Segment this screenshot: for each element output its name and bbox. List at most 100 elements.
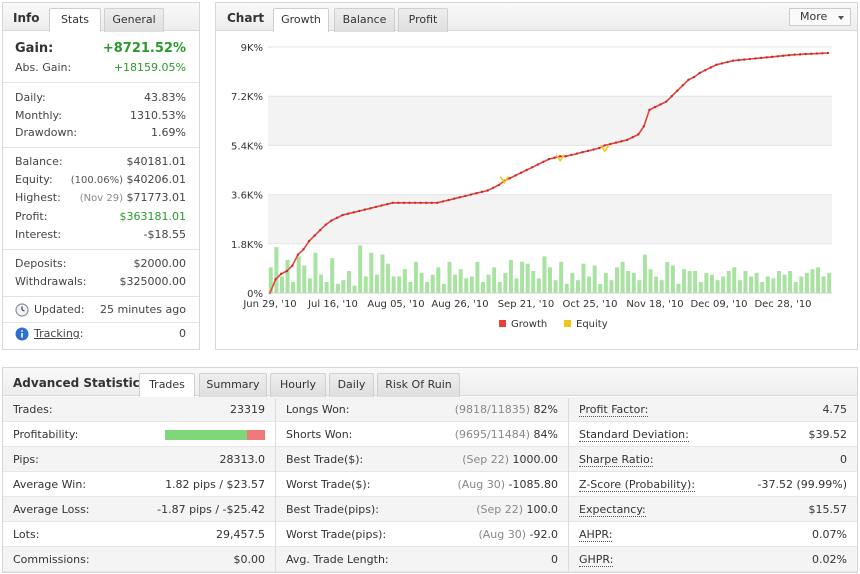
tracking-label[interactable]: Tracking bbox=[34, 327, 80, 340]
tab-general[interactable]: General bbox=[104, 8, 164, 32]
stat-label: Best Trade($): bbox=[286, 453, 364, 466]
stat-label[interactable]: GHPR: bbox=[579, 553, 614, 567]
volume-bar bbox=[598, 283, 603, 293]
tab-growth[interactable]: Growth bbox=[273, 8, 329, 32]
volume-bar bbox=[469, 276, 474, 293]
volume-bar bbox=[425, 282, 430, 293]
stat-row: Sharpe Ratio: 0 bbox=[569, 447, 857, 472]
stat-value: -92.0 bbox=[529, 528, 558, 541]
volume-bar bbox=[754, 272, 759, 293]
growth-point bbox=[296, 253, 300, 256]
growth-point bbox=[793, 53, 796, 56]
tab-balance[interactable]: Balance bbox=[334, 8, 395, 32]
tracking-link[interactable]: Tracking: bbox=[34, 327, 84, 340]
profitability-win bbox=[165, 430, 247, 440]
volume-bar bbox=[743, 271, 748, 293]
growth-point bbox=[692, 75, 696, 79]
volume-bar bbox=[408, 282, 413, 293]
volume-bar bbox=[497, 282, 502, 293]
tab-trades[interactable]: Trades bbox=[139, 373, 195, 397]
daily-value: 43.83% bbox=[144, 91, 186, 104]
info-icon bbox=[15, 327, 29, 344]
growth-point bbox=[681, 84, 685, 87]
stat-label[interactable]: Profit Factor: bbox=[579, 403, 649, 417]
more-dropdown[interactable]: More bbox=[789, 8, 851, 26]
tab-summary[interactable]: Summary bbox=[199, 373, 267, 397]
volume-bar bbox=[279, 276, 284, 293]
growth-point bbox=[637, 133, 640, 136]
volume-bar bbox=[536, 278, 541, 293]
stat-label[interactable]: Z-Score (Probability): bbox=[579, 478, 696, 492]
stat-label[interactable]: Standard Deviation: bbox=[579, 428, 689, 442]
stat-label: Worst Trade(pips): bbox=[286, 528, 387, 541]
legend-label: Equity bbox=[576, 319, 608, 330]
growth-point bbox=[558, 155, 562, 158]
volume-bar bbox=[430, 274, 435, 293]
volume-bar bbox=[760, 282, 765, 293]
tab-risk-of-ruin[interactable]: Risk Of Ruin bbox=[377, 373, 460, 397]
volume-bar bbox=[402, 269, 407, 293]
stat-row: GHPR: 0.02% bbox=[569, 547, 857, 572]
more-label[interactable]: More bbox=[800, 10, 828, 23]
growth-point bbox=[776, 55, 779, 58]
tracking-row: Tracking: 0 bbox=[15, 327, 186, 343]
growth-point bbox=[302, 248, 305, 251]
stat-value-wrap: 1.82 pips / $23.57 bbox=[165, 478, 265, 491]
volume-bar bbox=[553, 280, 558, 293]
growth-point bbox=[821, 52, 824, 55]
stat-value: 23319 bbox=[230, 403, 265, 416]
stat-row: Standard Deviation: $39.52 bbox=[569, 422, 857, 447]
profitability-bar bbox=[165, 430, 265, 440]
volume-bar bbox=[436, 267, 441, 293]
growth-point bbox=[609, 142, 612, 146]
volume-bar bbox=[637, 280, 642, 293]
stat-label[interactable]: AHPR: bbox=[579, 528, 613, 542]
volume-bar bbox=[564, 283, 569, 293]
volume-bar bbox=[330, 258, 335, 293]
y-tick-label: 9K% bbox=[241, 43, 263, 54]
volume-bar bbox=[698, 282, 703, 293]
stat-value-wrap: $39.52 bbox=[809, 428, 848, 441]
stat-label: Average Win: bbox=[13, 478, 87, 491]
stat-label[interactable]: Sharpe Ratio: bbox=[579, 453, 654, 467]
stat-label[interactable]: Expectancy: bbox=[579, 503, 646, 517]
growth-point bbox=[592, 148, 595, 151]
y-tick-label: 7.2K% bbox=[231, 92, 263, 103]
growth-point bbox=[731, 59, 735, 62]
growth-point bbox=[452, 197, 456, 200]
x-tick-label: Sep 21, '10 bbox=[498, 299, 555, 310]
growth-point bbox=[575, 152, 579, 155]
stat-value: 0.02% bbox=[812, 553, 847, 566]
equity-value: $40206.01 bbox=[126, 173, 187, 186]
x-tick-label: Aug 26, '10 bbox=[431, 299, 488, 310]
stat-sub: (Aug 30) bbox=[457, 478, 506, 491]
stat-value-wrap: (9695/11484) 84% bbox=[455, 428, 558, 441]
tab-hourly[interactable]: Hourly bbox=[270, 373, 326, 397]
tab-daily[interactable]: Daily bbox=[329, 373, 374, 397]
chart-title: Chart bbox=[227, 11, 265, 25]
withdrawals-row: Withdrawals: $325000.00 bbox=[15, 275, 186, 291]
drawdown-label: Drawdown: bbox=[15, 126, 78, 139]
growth-point bbox=[441, 200, 445, 203]
volume-bar bbox=[380, 254, 385, 293]
profitability-loss bbox=[247, 430, 265, 440]
stat-sub: (9818/11835) bbox=[454, 403, 531, 416]
growth-point bbox=[743, 58, 746, 61]
stat-row: Expectancy: $15.57 bbox=[569, 497, 857, 522]
volume-bar bbox=[626, 271, 631, 293]
tab-profit[interactable]: Profit bbox=[398, 8, 448, 32]
highest-value-wrap: (Nov 29) $71773.01 bbox=[80, 191, 186, 204]
x-tick-label: Aug 05, '10 bbox=[367, 299, 424, 310]
growth-point bbox=[380, 204, 383, 207]
volume-bar bbox=[615, 267, 620, 293]
growth-point bbox=[581, 151, 584, 154]
stat-sub: (9695/11484) bbox=[454, 428, 531, 441]
growth-point bbox=[798, 53, 802, 56]
tab-stats[interactable]: Stats bbox=[49, 8, 101, 32]
volume-bar bbox=[307, 278, 312, 293]
growth-point bbox=[464, 194, 467, 198]
growth-point bbox=[826, 51, 830, 55]
grid-band bbox=[268, 96, 832, 146]
stat-value-wrap: (Aug 30) -1085.80 bbox=[457, 478, 558, 491]
growth-chart: 0% 1.8K% 3.6K% 5.4K% 7.2K% 9K% Jun 29, '10 Jul … bbox=[231, 43, 832, 330]
